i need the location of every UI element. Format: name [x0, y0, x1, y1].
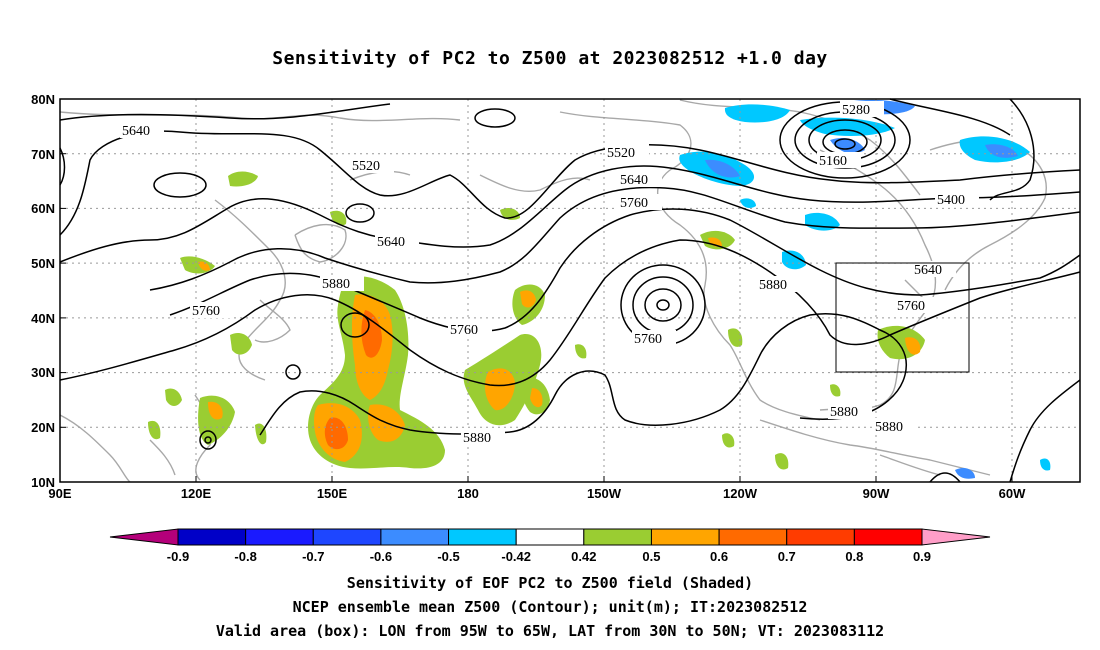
colorbar-labels: -0.9 -0.8 -0.7 -0.6 -0.5 -0.42 0.42 0.5 0.6 0.7 0.… [167, 549, 931, 564]
colorbar-tick-label: -0.42 [501, 549, 531, 564]
colorbar-swatch [718, 528, 788, 546]
colorbar-tick-label: -0.5 [437, 549, 459, 564]
lat-label: 20N [31, 420, 55, 435]
colorbar-swatch [312, 528, 382, 546]
colorbar-max-arrow [921, 528, 991, 546]
map-border [59, 98, 1081, 483]
contour-label: 5760 [620, 196, 648, 211]
colorbar-tick-label: 0.9 [913, 549, 931, 564]
lon-label: 60W [999, 486, 1026, 501]
contour-label: 5280 [842, 103, 870, 118]
contour-label: 5880 [759, 278, 787, 293]
contour-labels: 5640 5520 5520 5640 5640 5760 5280 5160 … [120, 101, 979, 446]
longitude-labels: 90E 120E 150E 180 150W 120W 90W 60W [48, 486, 1026, 501]
lat-label: 50N [31, 256, 55, 271]
colorbar-tick-label: -0.9 [167, 549, 189, 564]
contour-label: 5640 [122, 124, 150, 139]
colorbar-tick-label: -0.8 [234, 549, 256, 564]
footer-line-3: Valid area (box): LON from 95W to 65W, L… [215, 622, 885, 640]
colorbar-swatch [853, 528, 923, 546]
contour-label: 5640 [377, 235, 405, 250]
lon-label: 120E [181, 486, 212, 501]
colorbar-swatch [515, 528, 585, 546]
contour-label: 5400 [937, 193, 965, 208]
colorbar-tick-label: 0.6 [710, 549, 728, 564]
contour-label: 5520 [352, 159, 380, 174]
lon-label: 150W [587, 486, 622, 501]
colorbar-swatch [177, 528, 247, 546]
lon-label: 90W [863, 486, 890, 501]
contour-label: 5760 [634, 332, 662, 347]
lon-label: 150E [317, 486, 348, 501]
contour-label: 5640 [620, 173, 648, 188]
lat-label: 70N [31, 147, 55, 162]
footer-line-1: Sensitivity of EOF PC2 to Z500 field (Sh… [346, 574, 754, 592]
axis-ticks [59, 98, 1013, 483]
colorbar-swatch [583, 528, 652, 546]
colorbar-min-arrow [109, 528, 179, 546]
contour-label: 5760 [192, 304, 220, 319]
lon-label: 120W [723, 486, 758, 501]
contour-label: 5880 [875, 420, 903, 435]
lat-label: 80N [31, 92, 55, 107]
colorbar-swatch [380, 528, 450, 546]
colorbar-tick-label: -0.6 [370, 549, 392, 564]
colorbar [109, 528, 991, 546]
lat-label: 30N [31, 365, 55, 380]
contour-label: 5160 [819, 154, 847, 169]
lat-label: 10N [31, 475, 55, 490]
footer-line-2: NCEP ensemble mean Z500 (Contour); unit(… [292, 598, 808, 616]
latitude-labels: 80N 70N 60N 50N 40N 30N 20N 10N [31, 92, 55, 490]
lon-label: 90E [48, 486, 71, 501]
map-title: Sensitivity of PC2 to Z500 at 2023082512… [272, 48, 828, 69]
lat-label: 60N [31, 201, 55, 216]
contour-label: 5880 [463, 431, 491, 446]
colorbar-tick-label: 0.5 [642, 549, 660, 564]
colorbar-tick-label: 0.7 [778, 549, 796, 564]
colorbar-swatch [650, 528, 720, 546]
colorbar-tick-label: 0.42 [571, 549, 596, 564]
lon-label: 180 [457, 486, 479, 501]
contour-label: 5640 [914, 263, 942, 278]
colorbar-tick-label: 0.8 [845, 549, 863, 564]
z500-contours [59, 98, 1081, 483]
contour-label: 5880 [322, 277, 350, 292]
contour-label: 5520 [607, 146, 635, 161]
contour-label: 5760 [897, 299, 925, 314]
lat-label: 40N [31, 311, 55, 326]
contour-label: 5880 [830, 405, 858, 420]
colorbar-tick-label: -0.7 [302, 549, 324, 564]
valid-area-box [835, 262, 970, 373]
colorbar-swatch [245, 528, 314, 546]
colorbar-swatch [786, 528, 855, 546]
shaded-sensitivity [148, 99, 1051, 479]
colorbar-swatch [448, 528, 517, 546]
contour-label: 5760 [450, 323, 478, 338]
